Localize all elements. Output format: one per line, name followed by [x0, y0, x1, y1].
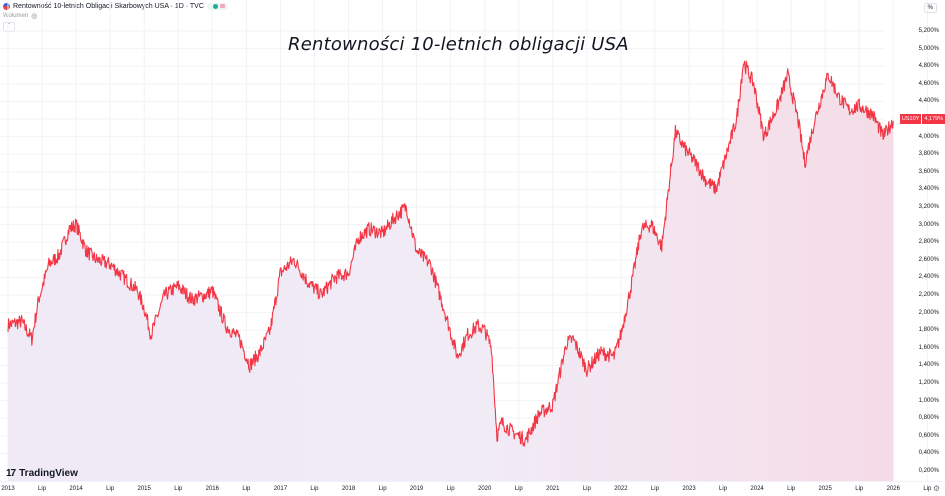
x-tick-label: Lip: [582, 486, 591, 492]
x-tick-label: Lip: [514, 486, 523, 492]
y-tick-label: 3,600%: [918, 168, 939, 175]
y-tick-label: 0,600%: [918, 432, 939, 439]
x-tick-label: Lip: [310, 486, 319, 492]
volume-indicator[interactable]: Wolumen ◎: [3, 12, 37, 20]
y-tick-label: 1,400%: [918, 362, 939, 369]
y-tick-label: 4,400%: [918, 98, 939, 105]
y-tick-label: 2,200%: [918, 292, 939, 298]
x-tick-label: 2017: [273, 486, 288, 492]
y-tick-label: 1,600%: [918, 344, 939, 351]
tradingview-mark-icon: 17: [6, 468, 16, 479]
tradingview-logo[interactable]: 17 TradingView: [6, 468, 78, 479]
x-tick-label: Lip: [787, 486, 796, 492]
x-tick-label: 2025: [818, 486, 832, 492]
x-tick-label: Lip: [650, 486, 659, 492]
y-tick-label: 1,200%: [918, 380, 939, 386]
chart-title: Rentowności 10-letnich obligacji USA: [288, 34, 629, 55]
x-tick-label: 2021: [546, 486, 560, 492]
x-tick-label: Lip: [378, 486, 387, 492]
x-tick-label: 2026: [886, 486, 900, 492]
gear-icon[interactable]: ⚙: [932, 484, 940, 493]
badge-symbol: US10Y: [899, 114, 922, 124]
symbol-title[interactable]: Rentowność 10-letnich Obligacji Skarbowy…: [13, 2, 204, 10]
chart-header: Rentowność 10-letnich Obligacji Skarbowy…: [0, 0, 228, 12]
y-tick-label: 5,200%: [918, 28, 939, 34]
x-tick-label: 2013: [1, 486, 15, 492]
us-flag-icon: [3, 2, 10, 10]
x-tick-label: 2024: [750, 486, 764, 492]
y-tick-label: 3,000%: [918, 221, 939, 228]
x-tick-label: 2015: [137, 486, 151, 492]
market-status-pill[interactable]: [206, 2, 228, 10]
y-tick-label: 0,200%: [918, 468, 939, 474]
x-tick-label: Lip: [38, 486, 47, 492]
x-tick-label: Lip: [446, 486, 455, 492]
price-axis[interactable]: % US10Y 4,179% 5,200% 5,000% 4,800% 4,600% 4…: [885, 0, 945, 496]
y-tick-label: 3,800%: [918, 151, 939, 158]
x-tick-label: Lip: [855, 486, 864, 492]
y-tick-label: 2,400%: [918, 274, 939, 281]
y-tick-label: 0,800%: [918, 415, 939, 422]
chevron-up-icon: ˆ: [8, 24, 10, 30]
x-tick-label: 2020: [478, 486, 492, 492]
eye-icon[interactable]: ◎: [31, 13, 38, 20]
y-tick-label: 3,200%: [918, 204, 939, 210]
yield-line[interactable]: [7, 60, 894, 447]
y-tick-label: 3,400%: [918, 186, 939, 193]
y-tick-label: 2,800%: [918, 239, 939, 246]
x-tick-label: Lip: [106, 486, 115, 492]
x-tick-label: Lip: [242, 486, 251, 492]
y-tick-label: 4,000%: [918, 133, 939, 140]
y-tick-label: 1,000%: [918, 397, 939, 404]
x-tick-label: 2023: [682, 486, 696, 492]
x-tick-label: Lip: [719, 486, 728, 492]
flag-marker-icon: [219, 4, 225, 8]
y-tick-label: 1,800%: [918, 327, 939, 334]
time-axis[interactable]: 2013 Lip 2014 Lip 2015 Lip 2016 Lip 2017 Lip 2018 L…: [0, 481, 945, 496]
x-tick-label: 2022: [614, 486, 628, 492]
yield-area-fill: [8, 61, 894, 483]
percent-scale-button[interactable]: %: [923, 3, 937, 13]
y-tick-label: 4,800%: [918, 63, 939, 70]
x-tick-label: 2019: [409, 486, 424, 492]
y-tick-label: 2,600%: [918, 256, 939, 263]
last-price-badge: US10Y 4,179%: [899, 114, 945, 124]
x-tick-label: 2018: [341, 486, 356, 492]
tradingview-wordmark: TradingView: [19, 468, 78, 479]
volume-label: Wolumen: [3, 13, 29, 19]
y-tick-label: 5,000%: [918, 45, 939, 52]
x-tick-label: 2014: [69, 486, 83, 492]
y-tick-label: 2,000%: [918, 309, 939, 316]
y-tick-label: 0,400%: [918, 450, 939, 457]
x-tick-label: Lip: [174, 486, 183, 492]
market-open-icon: [212, 3, 218, 9]
x-tick-label: Lip: [923, 486, 932, 492]
badge-value: 4,179%: [922, 114, 945, 124]
x-tick-label: 2016: [205, 486, 219, 492]
y-tick-label: 4,600%: [918, 80, 939, 87]
